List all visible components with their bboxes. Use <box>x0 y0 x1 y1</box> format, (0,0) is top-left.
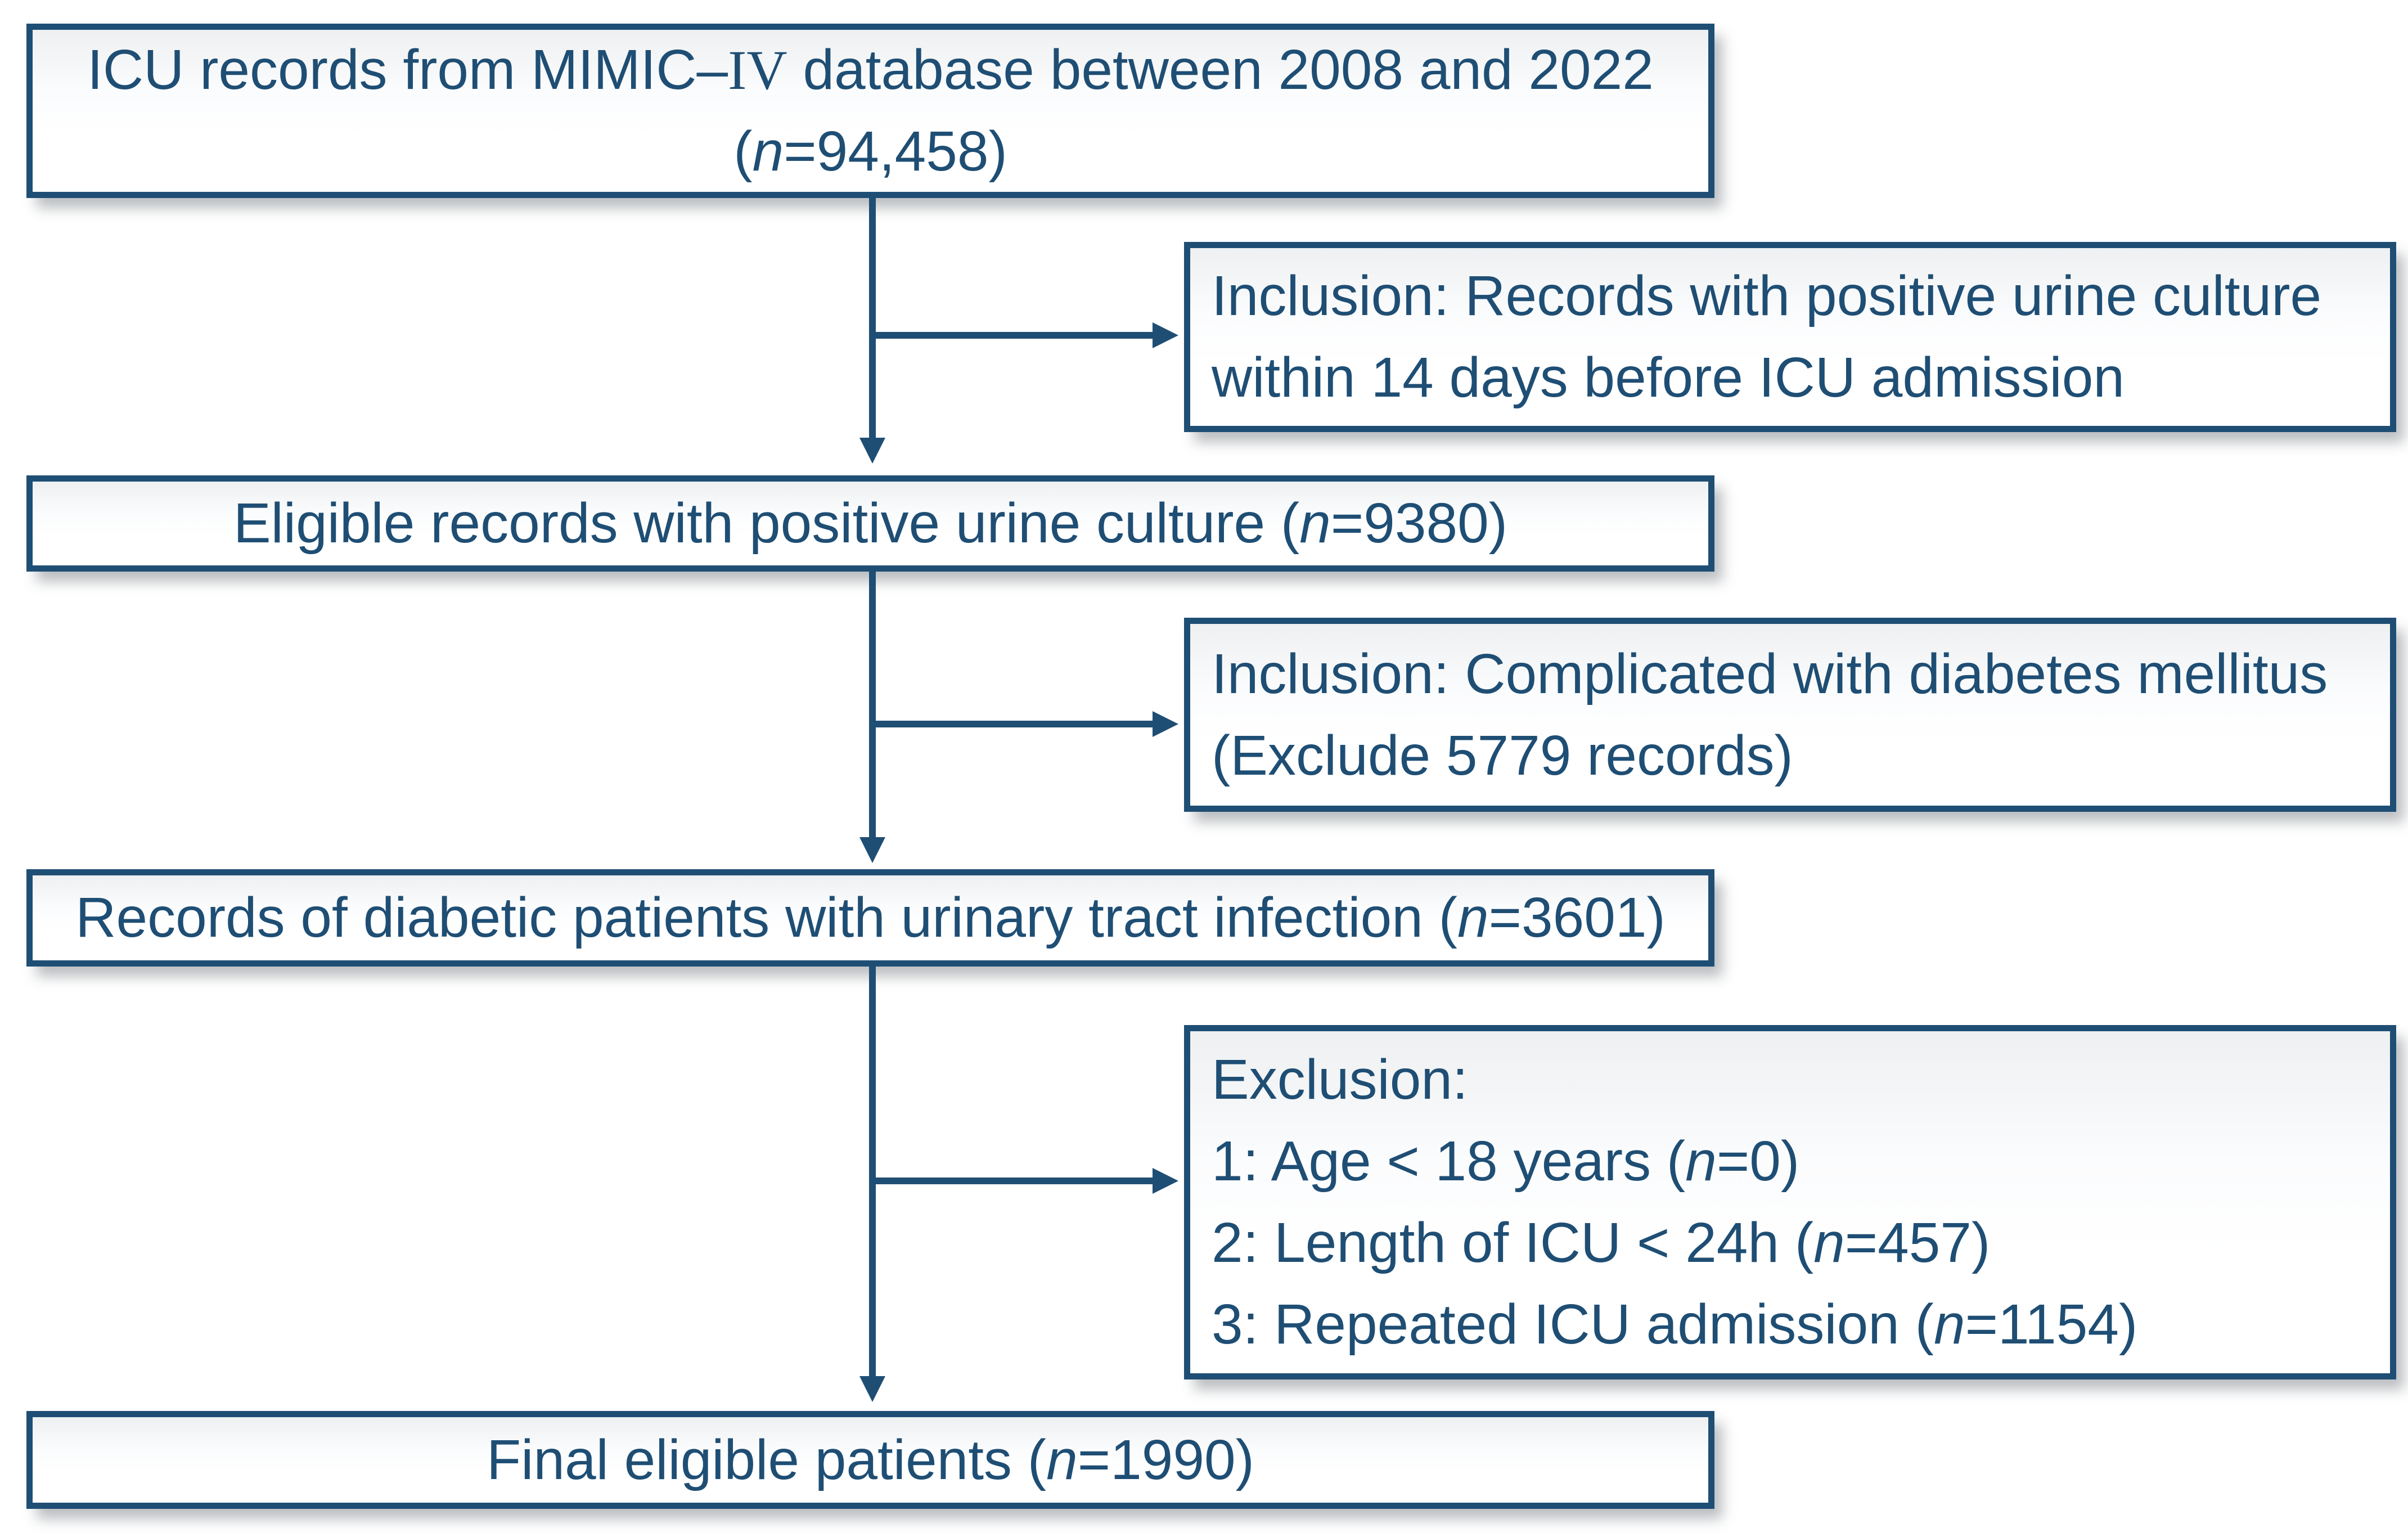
text-segment: n <box>1933 1293 1965 1356</box>
arrowhead-down-1-icon <box>859 438 885 464</box>
branch-line-3 <box>872 1178 1153 1184</box>
main-box-final-patients-text: Final eligible patients (n=1990) <box>487 1419 1254 1501</box>
main-box-icu-records-text: ICU records from MIMIC–IV database betwe… <box>87 29 1654 192</box>
side-box-exclusion: Exclusion: 1: Age < 18 years (n=0) 2: Leng… <box>1184 1025 2396 1379</box>
text-segment: Inclusion: Records with positive urine c… <box>1212 264 2322 327</box>
connector-line-1 <box>869 198 876 439</box>
text-segment: =9380) <box>1330 492 1508 555</box>
arrowhead-right-3-icon <box>1153 1168 1178 1194</box>
connector-line-2 <box>869 572 876 838</box>
main-box-final-patients: Final eligible patients (n=1990) <box>26 1411 1714 1509</box>
text-segment: ( <box>733 120 753 183</box>
arrowhead-right-2-icon <box>1153 711 1178 737</box>
text-segment: Eligible records with positive urine cul… <box>233 492 1300 555</box>
text-segment: ICU records from MIMIC– <box>87 38 728 101</box>
arrowhead-right-1-icon <box>1153 322 1178 348</box>
text-segment: Final eligible patients ( <box>487 1428 1047 1491</box>
text-segment: n <box>1457 886 1489 949</box>
text-segment: n <box>1813 1211 1845 1274</box>
text-segment: =457) <box>1844 1211 1991 1274</box>
branch-line-2 <box>872 721 1153 727</box>
text-segment: n <box>752 120 784 183</box>
text-segment: Inclusion: Complicated with diabetes mel… <box>1212 642 2328 705</box>
text-segment: IV <box>728 39 787 101</box>
text-segment: Records of diabetic patients with urinar… <box>75 886 1457 949</box>
main-box-diabetic-uti-records: Records of diabetic patients with urinar… <box>26 869 1714 967</box>
text-segment: database between 2008 and 2022 <box>787 38 1654 101</box>
branch-line-1 <box>872 332 1153 339</box>
side-box-inclusion-urine-culture-text: Inclusion: Records with positive urine c… <box>1212 255 2321 419</box>
text-segment: within 14 days before ICU admission <box>1212 346 2125 409</box>
side-box-inclusion-diabetes-text: Inclusion: Complicated with diabetes mel… <box>1212 633 2328 797</box>
side-box-inclusion-diabetes: Inclusion: Complicated with diabetes mel… <box>1184 618 2396 812</box>
text-segment: n <box>1299 492 1331 555</box>
text-segment: =1990) <box>1077 1428 1254 1491</box>
arrowhead-down-3-icon <box>859 1376 885 1402</box>
text-segment: (Exclude 5779 records) <box>1212 723 1793 787</box>
text-segment: =1154) <box>1965 1293 2138 1356</box>
text-segment: Exclusion: <box>1212 1048 1468 1111</box>
main-box-eligible-records: Eligible records with positive urine cul… <box>26 475 1714 572</box>
text-segment: 1: Age < 18 years ( <box>1212 1130 1686 1193</box>
text-segment: =3601) <box>1488 886 1666 949</box>
text-segment: =0) <box>1716 1130 1800 1193</box>
main-box-icu-records: ICU records from MIMIC–IV database betwe… <box>26 24 1714 198</box>
side-box-exclusion-text: Exclusion: 1: Age < 18 years (n=0) 2: Leng… <box>1212 1039 2137 1365</box>
text-segment: 2: Length of ICU < 24h ( <box>1212 1211 1814 1274</box>
arrowhead-down-2-icon <box>859 837 885 863</box>
text-segment: n <box>1685 1130 1717 1193</box>
connector-line-3 <box>869 967 876 1377</box>
main-box-diabetic-uti-records-text: Records of diabetic patients with urinar… <box>75 877 1666 959</box>
text-segment: n <box>1046 1428 1078 1491</box>
side-box-inclusion-urine-culture: Inclusion: Records with positive urine c… <box>1184 242 2396 432</box>
text-segment: 3: Repeated ICU admission ( <box>1212 1293 1934 1356</box>
text-segment: =94,458) <box>784 120 1007 183</box>
main-box-eligible-records-text: Eligible records with positive urine cul… <box>233 483 1507 564</box>
